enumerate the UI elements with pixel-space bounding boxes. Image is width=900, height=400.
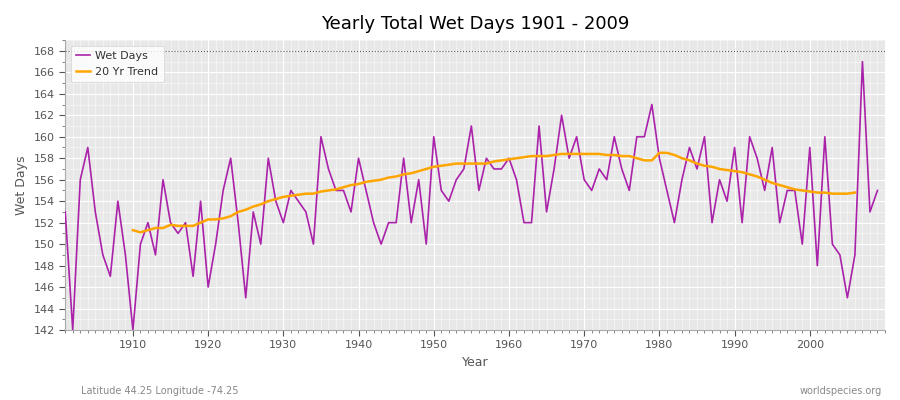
Wet Days — [338, 188, 349, 193]
Wet Days — [293, 199, 304, 204]
20 Yr Trend — [699, 163, 710, 168]
Wet Days — [872, 188, 883, 193]
Line: 20 Yr Trend: 20 Yr Trend — [133, 153, 855, 232]
Line: Wet Days: Wet Days — [65, 62, 878, 330]
Wet Days — [511, 177, 522, 182]
Text: Latitude 44.25 Longitude -74.25: Latitude 44.25 Longitude -74.25 — [81, 386, 239, 396]
Y-axis label: Wet Days: Wet Days — [15, 155, 28, 215]
20 Yr Trend — [135, 230, 146, 235]
20 Yr Trend — [188, 224, 199, 228]
Wet Days — [857, 59, 868, 64]
Wet Days — [504, 156, 515, 161]
Wet Days — [59, 210, 70, 214]
Text: worldspecies.org: worldspecies.org — [800, 386, 882, 396]
20 Yr Trend — [654, 150, 665, 155]
20 Yr Trend — [549, 153, 560, 158]
20 Yr Trend — [158, 226, 168, 230]
20 Yr Trend — [850, 190, 860, 195]
Wet Days — [601, 177, 612, 182]
Legend: Wet Days, 20 Yr Trend: Wet Days, 20 Yr Trend — [71, 46, 164, 82]
20 Yr Trend — [128, 228, 139, 232]
Wet Days — [128, 328, 139, 332]
Title: Yearly Total Wet Days 1901 - 2009: Yearly Total Wet Days 1901 - 2009 — [321, 15, 629, 33]
20 Yr Trend — [323, 188, 334, 193]
Wet Days — [68, 328, 78, 332]
20 Yr Trend — [496, 158, 507, 163]
X-axis label: Year: Year — [462, 356, 489, 369]
